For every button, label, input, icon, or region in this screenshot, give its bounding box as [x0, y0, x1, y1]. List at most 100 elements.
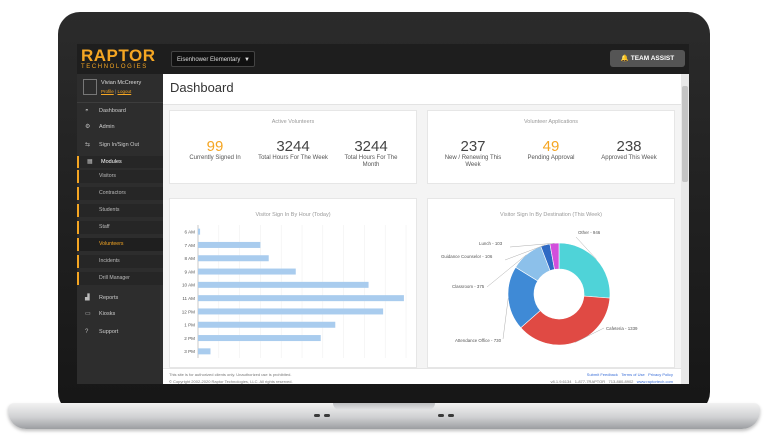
- sign-in-by-hour-card: Visitor Sign In By Hour (Today) 6 AM 7 AM…: [169, 198, 417, 368]
- laptop-foot: [438, 414, 444, 417]
- website-link[interactable]: www.raptortech.com: [636, 379, 673, 384]
- stat-signed-in[interactable]: 99 Currently Signed In: [180, 139, 250, 162]
- school-select[interactable]: Eisenhower Elementary ▼: [171, 51, 255, 67]
- grid-icon: ▦: [87, 159, 93, 165]
- stat-label: New / Renewing This Week: [444, 155, 502, 168]
- footer-notice: This site is for authorized clients only…: [169, 372, 292, 377]
- bar-11-am[interactable]: [198, 295, 404, 302]
- team-assist-label: TEAM ASSIST: [630, 55, 675, 62]
- sidebar: Vivian McCreery Profile | Logout ◓ Dashb…: [77, 74, 163, 384]
- active-volunteers-card: Active Volunteers 99 Currently Signed In…: [169, 110, 417, 184]
- slice-label: Guidance Counselor - 106: [441, 254, 493, 259]
- bar-12-pm[interactable]: [198, 308, 384, 315]
- y-tick-label: 3 PM: [184, 349, 195, 354]
- phone-2: 713-880-8902: [608, 379, 634, 384]
- sidebar-item-signin[interactable]: ⇆ Sign In/Sign Out: [77, 139, 163, 151]
- label-leader: [504, 244, 546, 261]
- team-assist-button[interactable]: 🔔 TEAM ASSIST: [610, 50, 685, 67]
- bar-2-pm[interactable]: [198, 335, 321, 342]
- sidebar-item-label: Modules: [101, 159, 122, 165]
- submit-feedback-link[interactable]: Submit Feedback: [586, 372, 618, 377]
- bar-6-am[interactable]: [198, 228, 201, 235]
- volunteer-applications-card: Volunteer Applications 237 New / Renewin…: [427, 110, 675, 184]
- module-drill-manager[interactable]: Drill Manager: [77, 272, 163, 285]
- user-panel: Vivian McCreery Profile | Logout: [77, 74, 163, 103]
- avatar: [83, 79, 97, 95]
- bar-10-am[interactable]: [198, 281, 369, 288]
- sidebar-item-dashboard[interactable]: ◓ Dashboard: [77, 105, 163, 117]
- bar-8-am[interactable]: [198, 255, 269, 262]
- user-links: Profile | Logout: [101, 89, 131, 94]
- y-tick-label: 11 AM: [182, 296, 195, 301]
- sidebar-item-label: Kiosks: [99, 311, 116, 317]
- label-leader: [575, 327, 605, 343]
- scrollbar-thumb[interactable]: [682, 86, 688, 182]
- stat-label: Approved This Week: [601, 155, 657, 161]
- sidebar-item-label: Sign In/Sign Out: [99, 142, 140, 148]
- chart-title: Visitor Sign In By Hour (Today): [255, 212, 330, 218]
- sidebar-item-reports[interactable]: ▟ Reports: [77, 292, 163, 304]
- privacy-link[interactable]: Privacy Policy: [648, 372, 673, 377]
- module-staff[interactable]: Staff: [77, 221, 163, 234]
- slice-label: Other - 946: [578, 230, 601, 235]
- sidebar-item-admin[interactable]: ⚙ Admin: [77, 121, 163, 133]
- module-visitors[interactable]: Visitors: [77, 170, 163, 183]
- bar-1-pm[interactable]: [198, 321, 336, 328]
- bar-7-am[interactable]: [198, 241, 261, 248]
- bar-3-pm[interactable]: [198, 348, 211, 355]
- footer-copyright: © Copyright 2002-2020 Raptor Technologie…: [169, 379, 293, 384]
- sidebar-item-label: Support: [99, 329, 119, 335]
- module-volunteers[interactable]: Volunteers: [77, 238, 163, 251]
- footer-contact: v8.1.9.6134 1-877-7RAPTOR 713-880-8902 w…: [551, 379, 673, 384]
- page-title: Dashboard: [170, 80, 234, 95]
- donut-chart: Visitor Sign In By Destination (This Wee…: [441, 212, 638, 346]
- sidebar-item-kiosks[interactable]: ▭ Kiosks: [77, 308, 163, 320]
- footer-links: Submit Feedback Terms of Use Privacy Pol…: [587, 372, 673, 377]
- stat-pending[interactable]: 49 Pending Approval: [516, 139, 586, 162]
- stat-label: Currently Signed In: [189, 155, 241, 161]
- y-tick-label: 7 AM: [185, 243, 196, 248]
- stat-hours-week[interactable]: 3244 Total Hours For The Week: [258, 139, 328, 162]
- module-contractors[interactable]: Contractors: [77, 187, 163, 200]
- sidebar-item-support[interactable]: ? Support: [77, 326, 163, 338]
- logout-link[interactable]: Logout: [117, 89, 132, 94]
- stat-label: Pending Approval: [527, 155, 575, 161]
- bell-icon: 🔔: [620, 55, 629, 62]
- slice-label: Lunch - 103: [479, 241, 503, 246]
- stat-approved[interactable]: 238 Approved This Week: [594, 139, 664, 162]
- monitor-icon: ▭: [85, 311, 91, 317]
- laptop-notch: [333, 403, 435, 410]
- scrollbar[interactable]: [681, 74, 689, 384]
- main-content: Dashboard Active Volunteers 99 Currently…: [163, 74, 681, 384]
- y-tick-label: 9 AM: [185, 269, 196, 274]
- stat-new-renewing[interactable]: 237 New / Renewing This Week: [438, 139, 508, 168]
- label-leader: [509, 243, 555, 248]
- slice-label: Classroom - 375: [452, 284, 485, 289]
- y-tick-label: 12 PM: [182, 309, 195, 314]
- caret-down-icon: ▼: [244, 57, 250, 63]
- sidebar-item-modules[interactable]: ▦ Modules: [77, 156, 163, 168]
- school-name: Eisenhower Elementary: [177, 57, 241, 63]
- slice-other[interactable]: [558, 242, 611, 299]
- stat-value: 238: [616, 138, 642, 155]
- stat-value: 49: [542, 138, 560, 155]
- reports-icon: ▟: [85, 295, 90, 301]
- gear-icon: ⚙: [85, 124, 91, 130]
- terms-link[interactable]: Terms of Use: [621, 372, 645, 377]
- logo-main: RAPTOR: [81, 46, 156, 65]
- laptop-foot: [314, 414, 320, 417]
- laptop-foot: [448, 414, 454, 417]
- stat-value: 99: [206, 138, 224, 155]
- bar-9-am[interactable]: [198, 268, 296, 275]
- slice-cafeteria[interactable]: [520, 295, 611, 346]
- module-students[interactable]: Students: [77, 204, 163, 217]
- raptor-logo[interactable]: RAPTOR TECHNOLOGIES: [81, 46, 163, 72]
- profile-link[interactable]: Profile: [101, 89, 114, 94]
- user-name: Vivian McCreery: [101, 80, 142, 86]
- y-tick-label: 1 PM: [184, 323, 195, 328]
- module-incidents[interactable]: Incidents: [77, 255, 163, 268]
- stat-label: Total Hours For The Month: [344, 155, 398, 168]
- stat-hours-month[interactable]: 3244 Total Hours For The Month: [336, 139, 406, 168]
- help-icon: ?: [85, 329, 89, 335]
- label-leader: [575, 236, 597, 260]
